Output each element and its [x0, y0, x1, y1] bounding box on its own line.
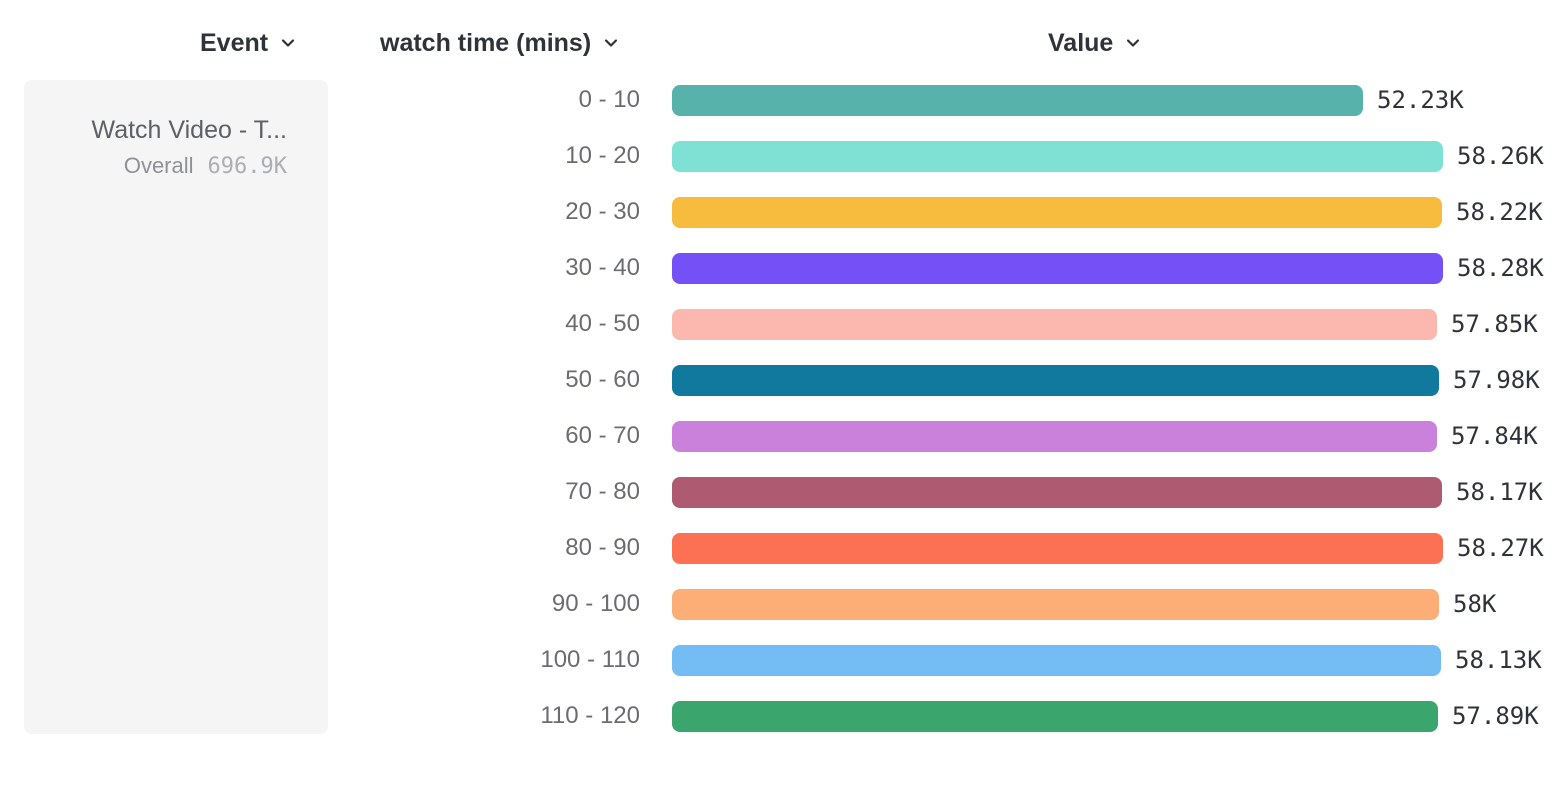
bar-row: 70 - 80 58.17K — [0, 464, 1568, 520]
breakdown-column-header[interactable]: watch time (mins) — [380, 27, 620, 59]
bucket-label: 80 - 90 — [565, 534, 640, 561]
event-column-header[interactable]: Event — [200, 27, 297, 59]
value-column-header[interactable]: Value — [1048, 27, 1142, 59]
overall-row: Overall 696.9K — [44, 152, 287, 181]
bar-value: 58.17K — [1456, 478, 1543, 506]
bar-value: 57.84K — [1451, 422, 1538, 450]
bucket-label: 0 - 10 — [578, 86, 640, 113]
bar-value: 58.27K — [1457, 534, 1544, 562]
bar-chart: 0 - 10 52.23K 10 - 20 58.26K 20 - 30 58.22K 30… — [0, 72, 1568, 744]
bar-row: 40 - 50 57.85K — [0, 296, 1568, 352]
bar[interactable] — [672, 308, 1437, 340]
bar[interactable] — [672, 364, 1439, 396]
bar[interactable] — [672, 588, 1439, 620]
bar-value: 57.85K — [1451, 310, 1538, 338]
bar[interactable] — [672, 252, 1443, 284]
bar[interactable] — [672, 420, 1437, 452]
bar-row: 10 - 20 58.26K — [0, 128, 1568, 184]
bar-value: 58K — [1453, 590, 1497, 618]
bar[interactable] — [672, 196, 1442, 228]
bucket-label: 40 - 50 — [565, 310, 640, 337]
bar-row: 90 - 100 58K — [0, 576, 1568, 632]
breakdown-column-label: watch time (mins) — [380, 28, 592, 57]
bucket-label: 20 - 30 — [565, 198, 640, 225]
bar-row: 80 - 90 58.27K — [0, 520, 1568, 576]
bucket-label: 10 - 20 — [565, 142, 640, 169]
overall-label: Overall — [123, 153, 194, 178]
bar[interactable] — [672, 532, 1443, 564]
bar[interactable] — [672, 140, 1443, 172]
bar-row: 0 - 10 52.23K — [0, 72, 1568, 128]
bar[interactable] — [672, 476, 1442, 508]
bucket-label: 60 - 70 — [565, 422, 640, 449]
event-card[interactable]: Watch Video - T... Overall 696.9K — [24, 80, 328, 734]
bar[interactable] — [672, 644, 1441, 676]
event-title: Watch Video - T... — [91, 116, 287, 144]
bar-row: 30 - 40 58.28K — [0, 240, 1568, 296]
bar-value: 52.23K — [1377, 86, 1464, 114]
bar-row: 50 - 60 57.98K — [0, 352, 1568, 408]
bar-row: 100 - 110 58.13K — [0, 632, 1568, 688]
bar-value: 58.13K — [1455, 646, 1542, 674]
bar-row: 20 - 30 58.22K — [0, 184, 1568, 240]
event-column-label: Event — [200, 28, 269, 57]
bucket-label: 110 - 120 — [540, 702, 640, 729]
bucket-label: 50 - 60 — [565, 366, 640, 393]
bucket-label: 30 - 40 — [565, 254, 640, 281]
bucket-label: 90 - 100 — [551, 590, 640, 617]
chevron-down-icon — [1124, 30, 1142, 59]
bucket-label: 100 - 110 — [540, 646, 640, 673]
bar-value: 57.98K — [1453, 366, 1540, 394]
bar[interactable] — [672, 84, 1363, 116]
bucket-label: 70 - 80 — [565, 478, 640, 505]
bar-row: 60 - 70 57.84K — [0, 408, 1568, 464]
bar[interactable] — [672, 700, 1438, 732]
bar-value: 58.22K — [1456, 198, 1543, 226]
overall-value: 696.9K — [207, 154, 287, 179]
bar-value: 58.26K — [1457, 142, 1544, 170]
bar-value: 57.89K — [1452, 702, 1539, 730]
bar-row: 110 - 120 57.89K — [0, 688, 1568, 744]
chevron-down-icon — [279, 30, 297, 59]
value-column-label: Value — [1048, 28, 1114, 57]
bar-value: 58.28K — [1457, 254, 1544, 282]
chevron-down-icon — [602, 30, 620, 59]
